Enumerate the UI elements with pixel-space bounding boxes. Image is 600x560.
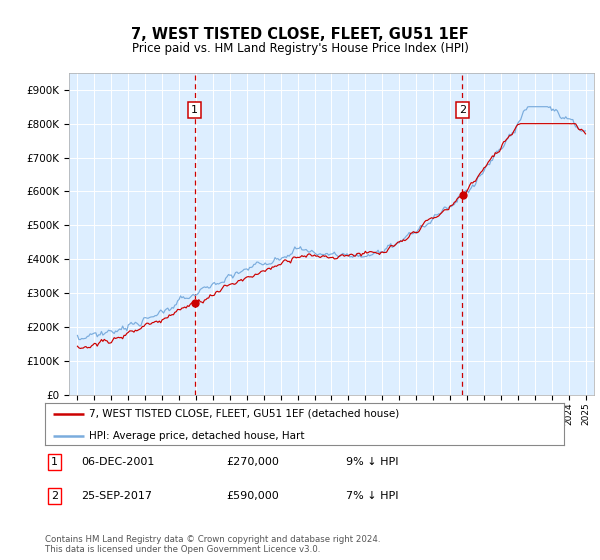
Text: 9% ↓ HPI: 9% ↓ HPI — [346, 457, 398, 467]
Text: Contains HM Land Registry data © Crown copyright and database right 2024.
This d: Contains HM Land Registry data © Crown c… — [45, 535, 380, 554]
Text: 7% ↓ HPI: 7% ↓ HPI — [346, 491, 398, 501]
Text: £590,000: £590,000 — [227, 491, 280, 501]
Text: 7, WEST TISTED CLOSE, FLEET, GU51 1EF: 7, WEST TISTED CLOSE, FLEET, GU51 1EF — [131, 27, 469, 42]
Text: 1: 1 — [191, 105, 198, 115]
Text: 25-SEP-2017: 25-SEP-2017 — [82, 491, 152, 501]
Text: £270,000: £270,000 — [227, 457, 280, 467]
Text: 1: 1 — [51, 457, 58, 467]
Text: 2: 2 — [459, 105, 466, 115]
Text: HPI: Average price, detached house, Hart: HPI: Average price, detached house, Hart — [89, 431, 305, 441]
Text: 06-DEC-2001: 06-DEC-2001 — [82, 457, 155, 467]
Text: 7, WEST TISTED CLOSE, FLEET, GU51 1EF (detached house): 7, WEST TISTED CLOSE, FLEET, GU51 1EF (d… — [89, 409, 400, 419]
Text: Price paid vs. HM Land Registry's House Price Index (HPI): Price paid vs. HM Land Registry's House … — [131, 42, 469, 55]
Text: 2: 2 — [51, 491, 58, 501]
